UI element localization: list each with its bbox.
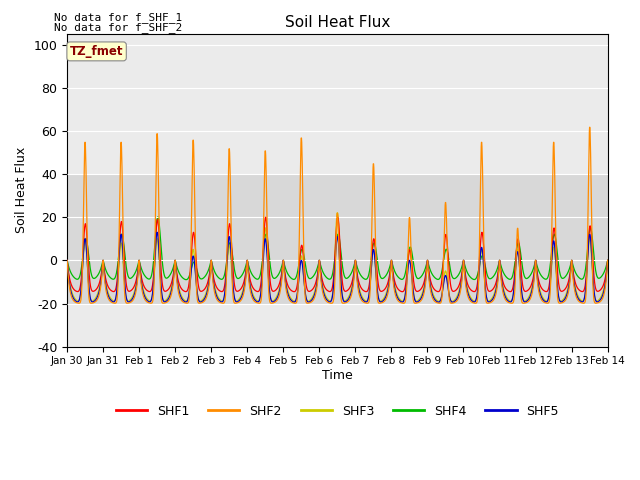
Text: No data for f_SHF_1: No data for f_SHF_1 xyxy=(54,12,182,23)
X-axis label: Time: Time xyxy=(322,369,353,382)
Legend: SHF1, SHF2, SHF3, SHF4, SHF5: SHF1, SHF2, SHF3, SHF4, SHF5 xyxy=(111,400,564,423)
Title: Soil Heat Flux: Soil Heat Flux xyxy=(285,15,390,30)
Y-axis label: Soil Heat Flux: Soil Heat Flux xyxy=(15,147,28,233)
Text: No data for f_SHF_2: No data for f_SHF_2 xyxy=(54,22,182,33)
Bar xyxy=(67,174,607,303)
Text: TZ_fmet: TZ_fmet xyxy=(70,45,124,58)
